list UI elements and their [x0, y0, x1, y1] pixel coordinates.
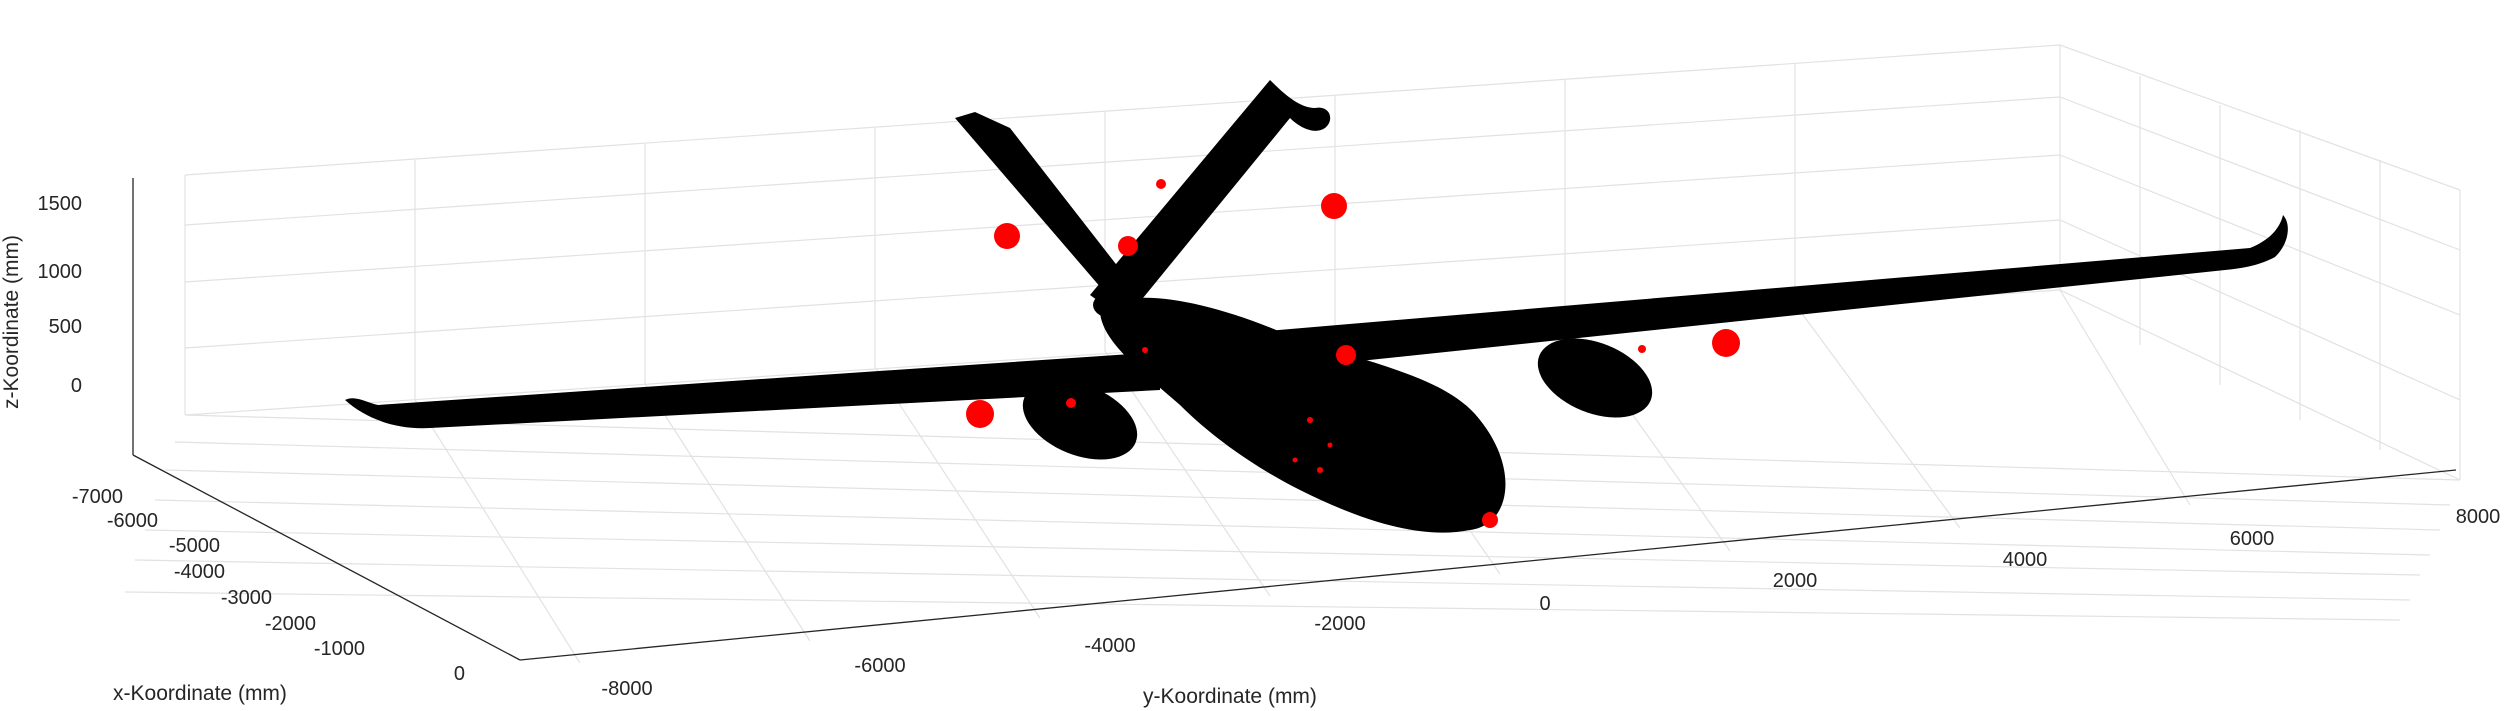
z-tick-label: 500 — [49, 316, 82, 338]
red-markers — [966, 179, 1740, 528]
red-marker — [1142, 347, 1148, 353]
x-ticks: -7000 -6000 -5000 -4000 -3000 -2000 -100… — [72, 486, 465, 685]
x-tick-label: -3000 — [221, 587, 272, 609]
z-axis-label: z-Koordinate (mm) — [0, 235, 23, 409]
left-engine — [1022, 380, 1138, 460]
y-tick-label: -6000 — [854, 655, 905, 677]
x-tick-label: -2000 — [265, 613, 316, 635]
red-marker — [1156, 179, 1166, 189]
z-tick-label: 1500 — [38, 193, 83, 215]
airplane-point-cloud — [345, 80, 2288, 533]
tail-fin-left — [955, 112, 1140, 310]
x-tick-label: -4000 — [174, 561, 225, 583]
y-tick-label: -4000 — [1084, 635, 1135, 657]
red-marker — [1638, 345, 1646, 353]
grid-floor — [124, 289, 2461, 664]
grid-back-wall — [184, 44, 2461, 481]
red-marker — [1336, 345, 1356, 365]
x-axis-line — [132, 454, 521, 661]
y-tick-label: 0 — [1539, 593, 1550, 615]
y-tick-label: 8000 — [2456, 506, 2501, 528]
x-tick-label: -7000 — [72, 486, 123, 508]
z-tick-label: 1000 — [38, 261, 83, 283]
red-marker — [1327, 442, 1333, 448]
red-marker — [1321, 193, 1347, 219]
y-tick-label: 2000 — [1773, 570, 1818, 592]
x-tick-label: -1000 — [314, 638, 365, 660]
red-marker — [1307, 417, 1313, 423]
red-marker — [1118, 236, 1138, 256]
red-marker — [1292, 457, 1298, 463]
red-marker — [994, 223, 1020, 249]
tail-fin-right — [1090, 80, 1331, 320]
y-ticks: -8000 -6000 -4000 -2000 0 2000 4000 6000… — [601, 506, 2500, 700]
y-tick-label: -8000 — [601, 678, 652, 700]
red-marker — [966, 400, 994, 428]
x-tick-label: 0 — [454, 663, 465, 685]
right-wing — [1160, 215, 2288, 382]
red-marker — [1482, 512, 1498, 528]
x-axis-label: x-Koordinate (mm) — [113, 682, 287, 705]
z-tick-label: 0 — [71, 375, 82, 397]
tail-cone — [1093, 291, 1137, 319]
y-tick-label: -2000 — [1314, 613, 1365, 635]
y-tick-label: 4000 — [2003, 549, 2048, 571]
y-axis-line — [519, 469, 2457, 661]
right-engine — [1537, 338, 1653, 418]
red-marker — [1066, 398, 1076, 408]
y-axis-label: y-Koordinate (mm) — [1143, 685, 1317, 708]
x-tick-label: -6000 — [107, 510, 158, 532]
left-wing — [345, 352, 1160, 429]
red-marker — [1712, 329, 1740, 357]
fuselage — [1100, 297, 1506, 533]
z-ticks: 1500 1000 500 0 — [38, 193, 83, 397]
y-tick-label: 6000 — [2230, 528, 2275, 550]
x-tick-label: -5000 — [169, 535, 220, 557]
red-marker — [1317, 467, 1323, 473]
